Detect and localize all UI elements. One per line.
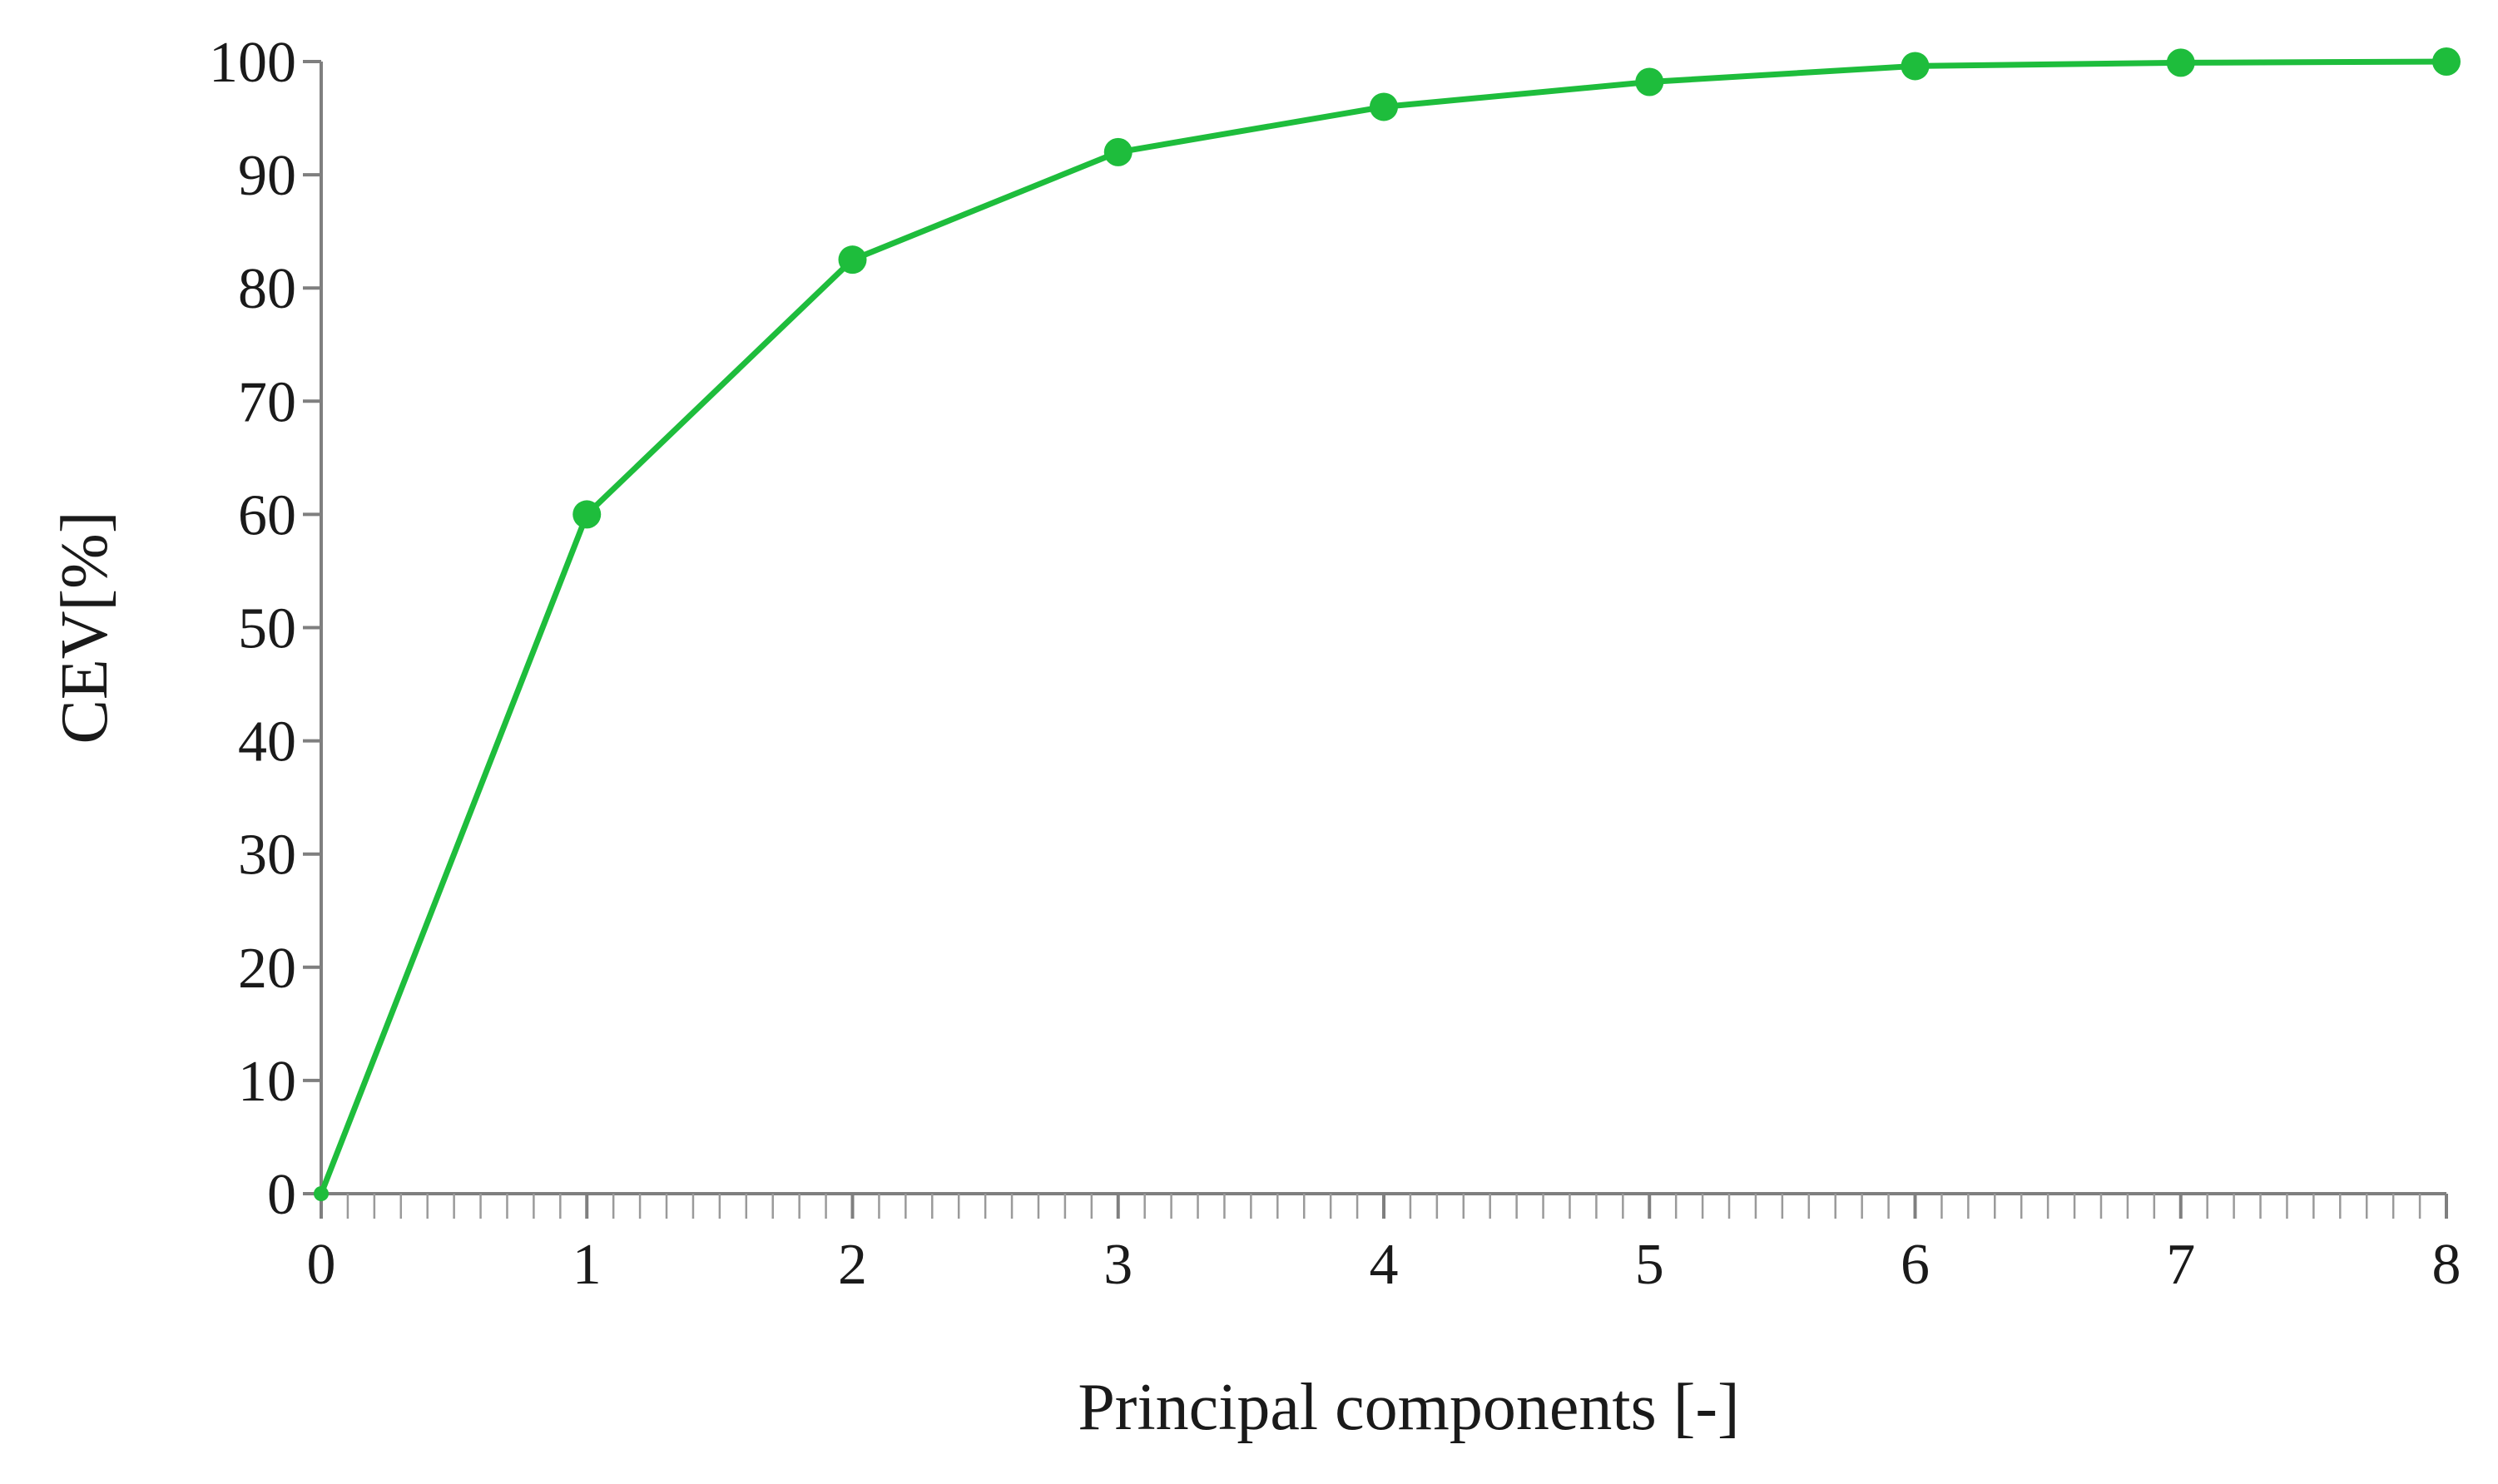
axes: [320, 62, 2446, 1195]
y-tick-label: 80: [238, 257, 296, 321]
data-point: [1370, 92, 1398, 121]
x-tick-label: 4: [1370, 1233, 1399, 1297]
data-point: [1901, 52, 1930, 81]
data-point: [314, 1186, 329, 1201]
y-tick-label: 0: [267, 1163, 296, 1227]
y-tick-label: 60: [238, 483, 296, 547]
data-point: [572, 500, 602, 529]
y-tick-label: 20: [238, 937, 296, 1001]
data-point: [2432, 47, 2461, 76]
x-tick-label: 2: [838, 1233, 867, 1297]
x-tick-label: 6: [1901, 1233, 1930, 1297]
y-tick-label: 40: [238, 710, 296, 774]
y-axis-title: CEV[%]: [48, 512, 121, 744]
y-tick-label: 30: [238, 824, 296, 888]
y-tick-label: 10: [238, 1050, 296, 1114]
data-point: [1103, 137, 1133, 166]
y-tick-label: 50: [238, 597, 296, 661]
series-layer: [314, 47, 2461, 1201]
x-tick-label: 5: [1635, 1233, 1664, 1297]
data-point: [1635, 67, 1664, 96]
y-tick-label: 90: [238, 144, 296, 208]
series-line: [318, 58, 2447, 1195]
x-minor-ticks: [346, 1194, 2421, 1219]
x-ticks: 0 1 2 3 4 5 6 7 8: [307, 1194, 2461, 1297]
x-tick-label: 3: [1103, 1233, 1133, 1297]
x-tick-label: 7: [2166, 1233, 2195, 1297]
data-point: [2166, 48, 2195, 77]
x-tick-label: 0: [307, 1233, 336, 1297]
y-tick-label: 70: [238, 370, 296, 434]
x-axis-title: Principal components [-]: [1078, 1371, 1739, 1444]
y-tick-label: 100: [209, 31, 296, 95]
x-tick-label: 1: [572, 1233, 602, 1297]
data-point: [838, 245, 867, 275]
y-ticks: 0 10 20 30 40 50 60 70 80 90 100: [209, 31, 321, 1227]
x-tick-label: 8: [2432, 1233, 2461, 1297]
